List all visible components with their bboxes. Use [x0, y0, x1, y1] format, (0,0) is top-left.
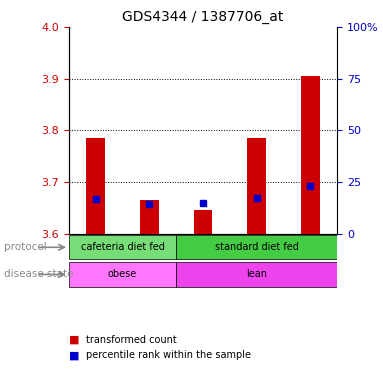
- FancyBboxPatch shape: [176, 235, 337, 260]
- FancyBboxPatch shape: [69, 235, 176, 260]
- Bar: [193, 210, 212, 234]
- Title: GDS4344 / 1387706_at: GDS4344 / 1387706_at: [122, 10, 284, 25]
- Bar: [301, 76, 319, 234]
- Bar: [140, 200, 159, 234]
- Text: standard diet fed: standard diet fed: [215, 242, 298, 252]
- Text: lean: lean: [246, 270, 267, 280]
- FancyBboxPatch shape: [69, 262, 176, 286]
- Text: ■: ■: [69, 335, 79, 345]
- Text: transformed count: transformed count: [86, 335, 177, 345]
- Text: ■: ■: [69, 350, 79, 360]
- Text: protocol: protocol: [4, 242, 47, 252]
- Text: percentile rank within the sample: percentile rank within the sample: [86, 350, 251, 360]
- Text: cafeteria diet fed: cafeteria diet fed: [81, 242, 164, 252]
- FancyBboxPatch shape: [176, 262, 337, 286]
- Text: disease state: disease state: [4, 270, 73, 280]
- Bar: [247, 138, 266, 234]
- Bar: [87, 138, 105, 234]
- Text: obese: obese: [108, 270, 137, 280]
